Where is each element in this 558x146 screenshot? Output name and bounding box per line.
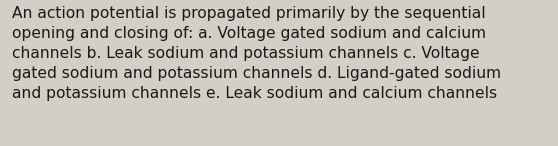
Text: An action potential is propagated primarily by the sequential
opening and closin: An action potential is propagated primar… (12, 6, 502, 101)
